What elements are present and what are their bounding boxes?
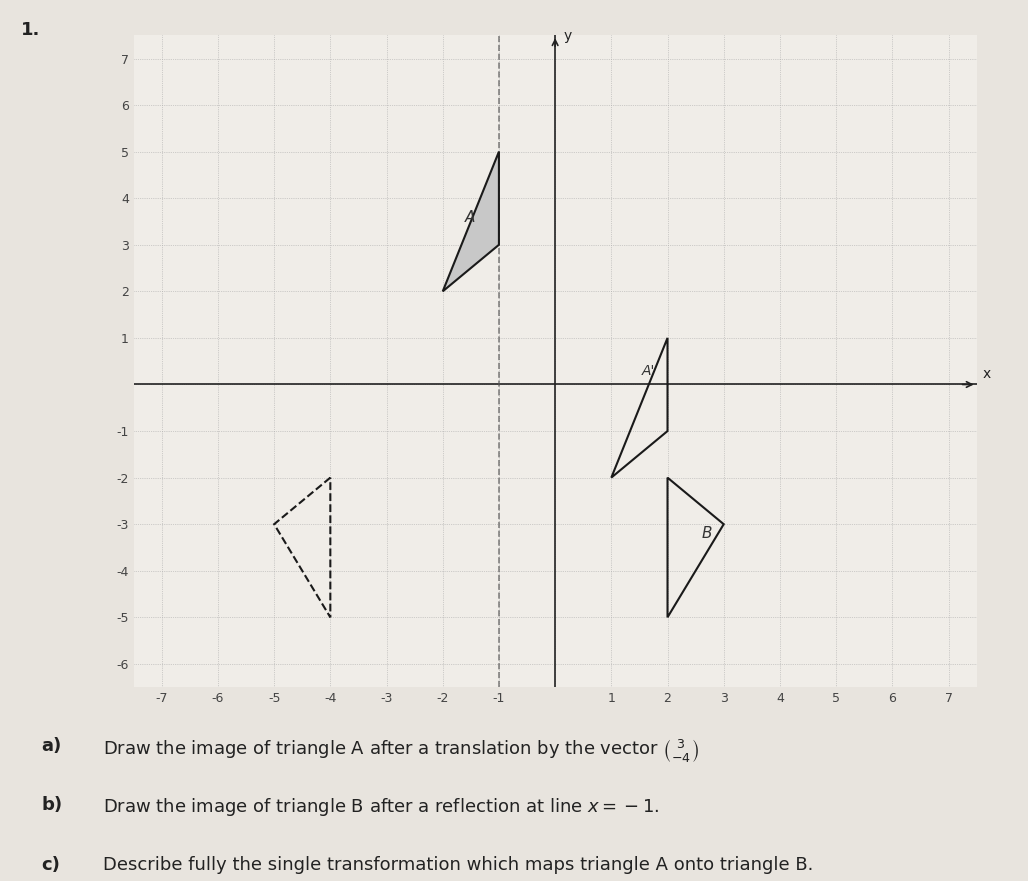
Text: 1.: 1. <box>21 21 40 40</box>
Text: Describe fully the single transformation which maps triangle A onto triangle B.: Describe fully the single transformation… <box>103 856 813 874</box>
Text: y: y <box>563 29 572 43</box>
Text: A': A' <box>642 364 656 378</box>
Polygon shape <box>443 152 499 292</box>
Text: Draw the image of triangle B after a reflection at line $x = -1$.: Draw the image of triangle B after a ref… <box>103 796 659 818</box>
Text: B: B <box>701 526 711 541</box>
Text: c): c) <box>41 856 60 874</box>
Text: A: A <box>466 210 476 225</box>
Text: b): b) <box>41 796 63 814</box>
Text: x: x <box>982 366 990 381</box>
Text: Draw the image of triangle A after a translation by the vector $\binom{3}{-4}$: Draw the image of triangle A after a tra… <box>103 737 700 764</box>
Text: a): a) <box>41 737 62 754</box>
